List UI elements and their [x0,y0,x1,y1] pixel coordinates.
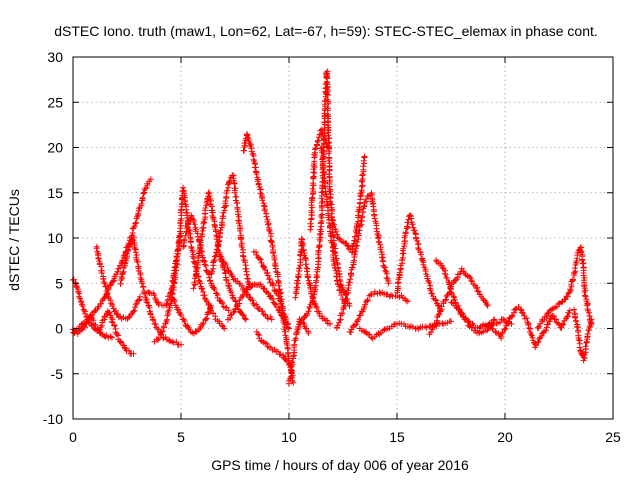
data-track [151,184,228,345]
data-track [69,308,137,357]
data-track [534,244,595,331]
data-track [225,281,290,327]
y-axis-label: dSTEC / TECUs [6,189,22,291]
data-point-markers [394,212,444,314]
data-track [169,294,215,337]
data-track [240,131,297,386]
y-tick-label: -10 [43,411,63,427]
data-track [571,306,595,364]
data-track [250,248,292,332]
x-tick-label: 5 [177,429,185,445]
data-track [297,68,353,326]
data-point-markers [169,294,215,337]
data-track [292,235,333,327]
data-track [285,316,312,387]
data-point-markers [240,131,297,386]
data-point-markers [151,184,228,345]
x-tick-label: 20 [497,429,513,445]
data-track [394,212,444,314]
data-point-markers [217,253,275,323]
data-track [253,328,292,368]
grid [73,57,613,419]
y-tick-label: 10 [47,230,63,246]
data-point-markers [208,172,254,291]
data-track [480,304,573,351]
y-tick-label: 0 [55,321,63,337]
data-point-markers [571,306,595,364]
data-point-markers [117,234,184,348]
data-marks [69,68,595,387]
data-track [217,253,275,323]
data-point-markers [346,288,411,336]
data-point-markers [480,304,573,351]
data-point-markers [329,153,368,256]
y-tick-label: 20 [47,140,63,156]
x-tick-label: 10 [281,429,297,445]
data-point-markers [534,244,595,331]
chart-title: dSTEC Iono. truth (maw1, Lon=62, Lat=-67… [54,23,598,39]
y-tick-label: 30 [47,49,63,65]
data-point-markers [250,248,292,332]
y-axis: -10 -5 0 5 10 15 20 25 30 [43,49,613,427]
data-point-markers [307,126,331,233]
x-tick-label: 25 [605,429,621,445]
data-point-markers [69,308,137,357]
data-track [117,234,184,348]
y-tick-label: 15 [47,185,63,201]
data-track [208,172,254,291]
x-tick-label: 15 [389,429,405,445]
data-point-markers [292,235,333,327]
data-track [333,190,392,331]
x-axis: 0 5 10 15 20 25 [69,57,621,445]
data-point-markers [253,328,292,368]
data-point-markers [225,281,290,327]
data-track [329,153,368,256]
data-point-markers [190,189,249,323]
x-tick-label: 0 [69,429,77,445]
data-track [307,126,331,233]
data-point-markers [356,318,454,342]
y-tick-label: -5 [51,366,64,382]
y-tick-label: 5 [55,275,63,291]
data-track [93,243,143,322]
data-track [346,288,411,336]
x-axis-label: GPS time / hours of day 006 of year 2016 [211,457,469,473]
data-point-markers [318,145,349,309]
data-point-markers [285,316,312,387]
y-tick-label: 25 [47,94,63,110]
data-track [318,145,349,309]
data-point-markers [333,190,392,331]
data-track [356,318,454,342]
data-track [190,189,249,323]
data-point-markers [93,243,143,322]
data-point-markers [297,68,353,326]
